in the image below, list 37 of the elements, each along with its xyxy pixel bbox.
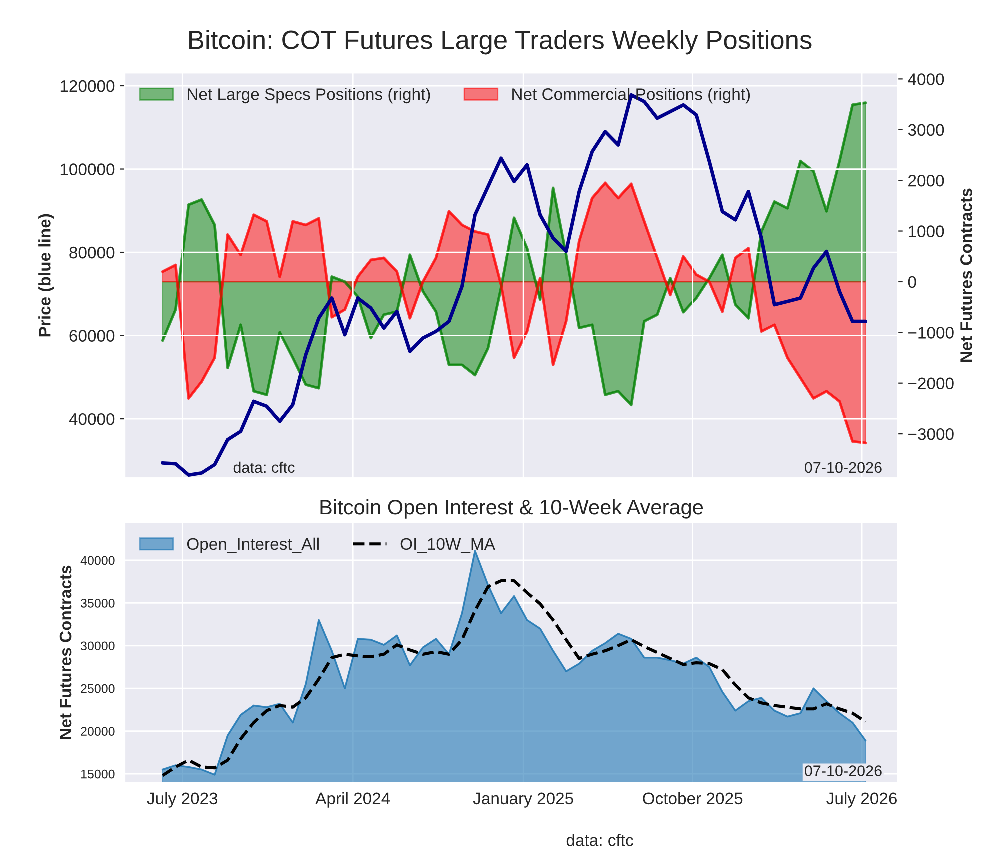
y2-tick-label: 1000: [908, 226, 944, 238]
y-tick-label: 30000: [81, 642, 115, 651]
annotation: data: cftc: [234, 462, 295, 474]
y-tick-label: 100000: [60, 164, 115, 176]
y-axis-title: Price (blue line): [38, 214, 54, 337]
y2-tick-label: −3000: [908, 428, 954, 440]
y-tick-label: 25000: [81, 684, 115, 694]
y2-tick-label: 3000: [908, 124, 944, 136]
y2-axis-title: Net Futures Contracts: [960, 188, 972, 362]
y-tick-label: 35000: [81, 598, 115, 608]
legend-label: Net Large Specs Positions (right): [188, 88, 430, 104]
y-tick-label: 15000: [81, 770, 115, 779]
y-tick-label: 120000: [60, 80, 115, 92]
annotation: 07-10-2026: [804, 766, 882, 776]
annotation: 07-10-2026: [804, 462, 882, 474]
y2-tick-label: −2000: [908, 378, 954, 390]
y-tick-label: 40000: [69, 413, 115, 426]
text: data: cftc: [566, 834, 634, 846]
x-tick-label: July 2023: [147, 792, 218, 808]
y-axis-title: Net Futures Contracts: [60, 566, 72, 740]
x-tick-label: January 2025: [473, 792, 574, 808]
y-tick-label: 40000: [80, 556, 115, 566]
y2-tick-label: −1000: [908, 327, 954, 339]
legend-label: OI_10W_MA: [400, 538, 496, 554]
y-tick-label: 60000: [70, 330, 115, 342]
y2-tick-label: 0: [908, 276, 916, 288]
legend-label: Open_Interest_All: [187, 538, 319, 554]
x-tick-label: October 2025: [643, 792, 743, 805]
x-tick-label: July 2026: [826, 792, 897, 808]
y2-tick-label: 4000: [908, 74, 944, 86]
legend-label: Net Commercial Positions (right): [512, 88, 750, 104]
y-tick-label: 20000: [81, 727, 115, 736]
x-tick-label: April 2024: [316, 792, 390, 808]
y2-tick-label: 2000: [908, 174, 944, 187]
chart-title: Bitcoin: COT Futures Large Traders Weekly Positions: [190, 30, 812, 55]
y-tick-label: 80000: [70, 246, 115, 259]
chart-title: Bitcoin Open Interest & 10-Week Average: [320, 499, 704, 519]
